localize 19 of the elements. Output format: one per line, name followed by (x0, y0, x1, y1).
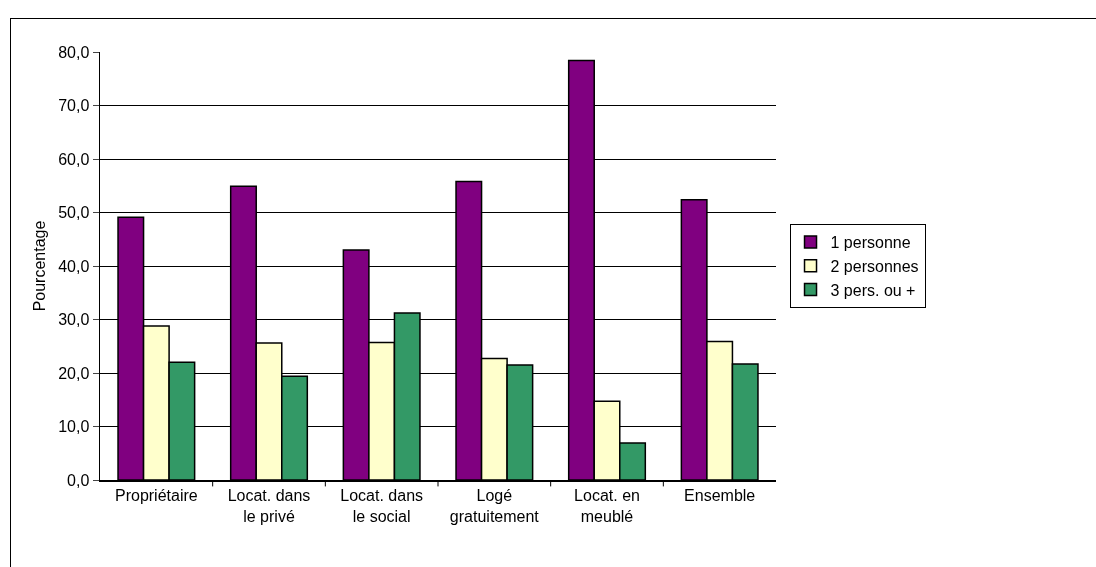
y-tick-label: 0,0 (67, 471, 90, 489)
x-tick-label: Locat. dans le privé (227, 486, 311, 525)
x-tick-label: Propriétaire (114, 486, 198, 504)
y-tick-label: 20,0 (58, 364, 90, 382)
y-tick-label: 30,0 (58, 311, 90, 329)
y-axis-title: Pourcentage (31, 220, 49, 312)
x-tick-label: Locat. dans le social (340, 486, 424, 525)
legend-label: 1 personne (830, 234, 911, 252)
y-tick-label: 60,0 (58, 150, 90, 168)
x-tick-label: Ensemble (684, 486, 756, 504)
y-tick-label: 80,0 (58, 43, 90, 61)
legend-label: 2 personnes (830, 257, 919, 275)
x-tick-label: Locat. en meublé (574, 486, 640, 525)
legend-label: 3 pers. ou + (830, 281, 916, 299)
y-tick-label: 70,0 (58, 97, 90, 115)
x-tick-label: Logé gratuitement (449, 486, 540, 525)
y-tick-label: 50,0 (58, 204, 90, 222)
y-tick-label: 40,0 (58, 257, 90, 275)
y-tick-label: 10,0 (58, 418, 90, 436)
